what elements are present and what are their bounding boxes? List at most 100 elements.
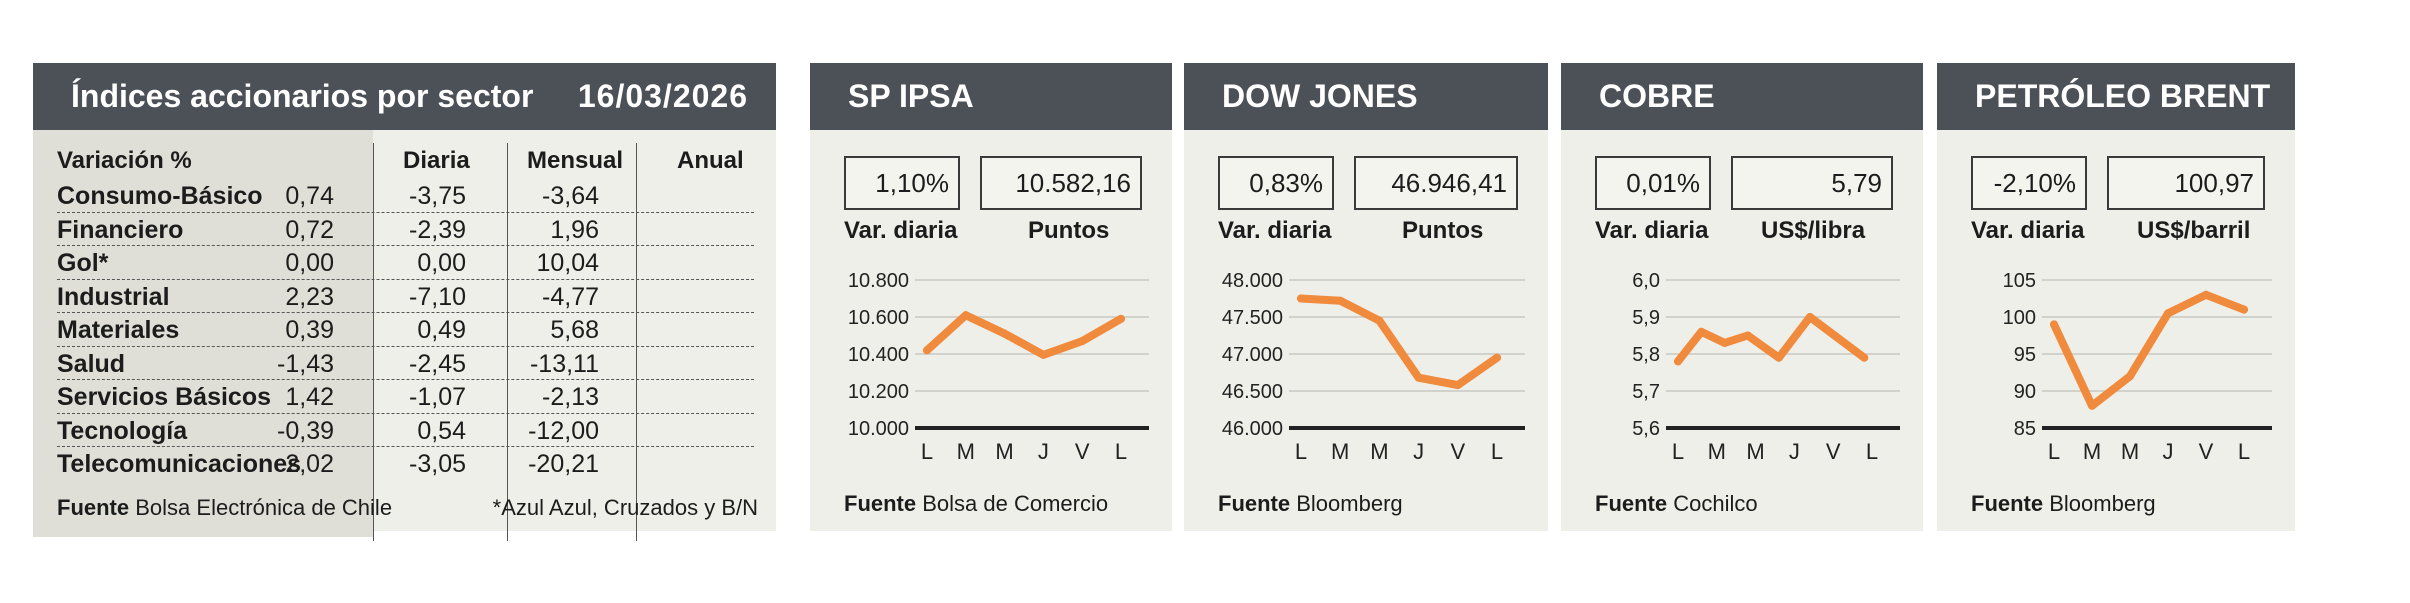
column-divider — [373, 143, 374, 541]
x-tick-label: J — [1038, 439, 1049, 464]
sector-name: Materiales — [57, 316, 180, 344]
daily-change-label: Var. diaria — [1971, 217, 2085, 244]
y-tick-label: 6,0 — [1632, 270, 1660, 292]
y-tick-label: 10.800 — [848, 270, 909, 292]
daily-change-box: 0,01% — [1595, 156, 1711, 210]
series-line-petroleo-brent — [2050, 290, 2248, 410]
y-tick-label: 85 — [2014, 418, 2036, 440]
data-point — [1453, 381, 1462, 390]
chart-source: Fuente Cochilco — [1595, 491, 1758, 517]
x-tick-label: V — [1075, 439, 1090, 464]
table-row: Consumo-Básico 0,74 -3,75 -3,64 — [57, 179, 754, 213]
data-point — [1000, 329, 1009, 338]
source-label: Fuente — [57, 495, 130, 520]
sector-indices-title: Índices accionarios por sector — [71, 78, 534, 114]
y-tick-label: 47.000 — [1222, 344, 1283, 366]
mensual-value: -2,39 — [409, 215, 466, 244]
y-tick-label: 46.000 — [1222, 418, 1283, 440]
data-point — [1674, 357, 1682, 366]
table-row: Servicios Básicos 1,42 -1,07 -2,13 — [57, 380, 754, 414]
mensual-value: -7,10 — [409, 282, 466, 311]
daily-change-label: Var. diaria — [844, 217, 958, 244]
source-label: Fuente — [1595, 491, 1668, 516]
data-point — [1375, 316, 1384, 325]
table-row: Gol* 0,00 0,00 10,04 — [57, 246, 754, 280]
diaria-value: 0,00 — [285, 249, 334, 277]
sector-name: Consumo-Básico — [57, 182, 263, 210]
x-tick-label: L — [1115, 439, 1127, 464]
data-point — [1720, 338, 1729, 347]
anual-value: 5,68 — [550, 316, 599, 344]
x-tick-label: M — [1370, 439, 1388, 464]
sector-footnote: *Azul Azul, Cruzados y B/N — [492, 495, 758, 520]
chart-source: Fuente Bloomberg — [1218, 491, 1403, 517]
diaria-value: -1,43 — [277, 349, 334, 378]
y-tick-label: 10.400 — [848, 344, 909, 366]
anual-value: -12,00 — [528, 416, 599, 445]
chart-title: COBRE — [1561, 63, 1923, 130]
daily-change-box: -2,10% — [1971, 156, 2087, 210]
data-point — [1774, 353, 1783, 362]
chart-panel-cobre: COBRE 0,01% 5,79 Var. diaria US$/libra Fuente… — [1561, 63, 1923, 531]
y-tick-label: 5,9 — [1632, 307, 1660, 329]
table-row: Tecnología -0,39 0,54 -12,00 — [57, 414, 754, 447]
chart-title: DOW JONES — [1184, 63, 1548, 130]
table-row: Materiales 0,39 0,49 5,68 — [57, 313, 754, 347]
anual-value: -4,77 — [542, 282, 599, 311]
data-point — [1493, 353, 1501, 362]
x-tick-label: L — [1295, 439, 1307, 464]
y-tick-label: 10.600 — [848, 307, 909, 329]
daily-change-box: 1,10% — [844, 156, 960, 210]
chart-panel-petroleo-brent: PETRÓLEO BRENT -2,10% 100,97 Var. diaria US$… — [1937, 63, 2295, 531]
y-tick-label: 105 — [2003, 270, 2036, 292]
series-line-dow-jones — [1297, 294, 1501, 390]
diaria-value: 0,39 — [285, 316, 334, 344]
data-point — [1743, 331, 1752, 340]
x-tick-label: J — [1413, 439, 1424, 464]
y-tick-label: 48.000 — [1222, 270, 1283, 292]
y-tick-label: 5,8 — [1632, 344, 1660, 366]
source-name: Bloomberg — [2049, 491, 2156, 516]
daily-change-box: 0,83% — [1218, 156, 1334, 210]
value-label: US$/barril — [2137, 217, 2251, 244]
data-point — [2088, 401, 2096, 410]
header-diaria: Diaria — [403, 147, 470, 174]
table-row: Financiero 0,72 -2,39 1,96 — [57, 213, 754, 246]
daily-change-label: Var. diaria — [1218, 217, 1332, 244]
x-tick-label: J — [1789, 439, 1800, 464]
y-tick-label: 100 — [2003, 307, 2036, 329]
sector-name: Salud — [57, 349, 126, 378]
data-point — [2126, 372, 2134, 381]
diaria-value: -0,39 — [277, 416, 334, 445]
x-tick-label: M — [1746, 439, 1764, 464]
table-row: Salud -1,43 -2,45 -13,11 — [57, 347, 754, 380]
y-tick-label: 47.500 — [1222, 307, 1283, 329]
sector-name: Servicios Básicos — [57, 383, 272, 411]
sector-name: Telecomunicaciones — [57, 450, 302, 478]
data-point — [1805, 313, 1814, 321]
diaria-value: 2,02 — [285, 450, 334, 478]
y-tick-label: 5,7 — [1632, 381, 1660, 403]
series-line-sp-ipsa — [923, 311, 1125, 359]
source-name: Bolsa Electrónica de Chile — [135, 495, 393, 520]
value-label: US$/libra — [1761, 217, 1866, 244]
data-point — [1039, 350, 1048, 359]
data-point — [961, 311, 970, 320]
source-name: Bolsa de Comercio — [922, 491, 1109, 516]
source-label: Fuente — [1971, 491, 2044, 516]
y-tick-label: 46.500 — [1222, 381, 1283, 403]
mensual-value: -1,07 — [409, 383, 466, 411]
data-point — [1336, 296, 1345, 305]
sector-indices-date: 16/03/2026 — [577, 78, 748, 114]
value-box: 10.582,16 — [980, 156, 1142, 210]
x-tick-label: M — [1708, 439, 1726, 464]
x-tick-label: V — [1826, 439, 1841, 464]
mensual-value: -3,75 — [409, 182, 466, 210]
data-point — [2050, 320, 2058, 329]
value-box: 100,97 — [2107, 156, 2265, 210]
chart-panel-dow-jones: DOW JONES 0,83% 46.946,41 Var. diaria Puntos… — [1184, 63, 1548, 531]
value-label: Puntos — [1028, 217, 1110, 244]
sector-name: Tecnología — [57, 416, 188, 445]
